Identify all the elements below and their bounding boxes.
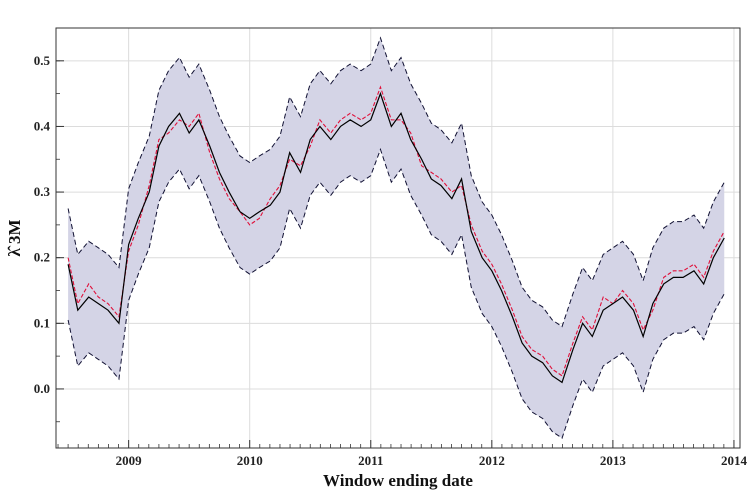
x-tick-label-2009: 2009 [116, 453, 143, 468]
x-axis-title: Window ending date [323, 471, 473, 490]
y-tick-label-0.2: 0.2 [34, 250, 50, 265]
band-upper-edge [67, 36, 725, 328]
x-tick-label-2012: 2012 [479, 453, 505, 468]
y-tick-label-0.5: 0.5 [34, 53, 51, 68]
x-tick-label-2013: 2013 [600, 453, 627, 468]
y-axis-title: λ̂ 3M [5, 219, 24, 256]
y-tick-label-0.4: 0.4 [34, 118, 51, 133]
series-lines [67, 85, 725, 384]
axis-ticks: 2009 2010 2011 2012 2013 2014 0.0 0.1 0.2 0.3 0.4 0… [34, 27, 747, 468]
y-tick-label-0.1: 0.1 [34, 315, 50, 330]
series-line-estimate [67, 91, 725, 384]
x-tick-label-2011: 2011 [358, 453, 383, 468]
band-lower-edge [67, 147, 725, 439]
x-tick-label-2010: 2010 [237, 453, 263, 468]
band-fill [68, 37, 725, 439]
confidence-band [67, 36, 725, 439]
y-axis-label: λ̂ 3M [5, 219, 24, 256]
y-tick-label-0.3: 0.3 [34, 184, 51, 199]
plot-frame [55, 27, 741, 449]
y-tick-label-0.0: 0.0 [34, 381, 50, 396]
x-tick-label-2014: 2014 [721, 453, 747, 468]
